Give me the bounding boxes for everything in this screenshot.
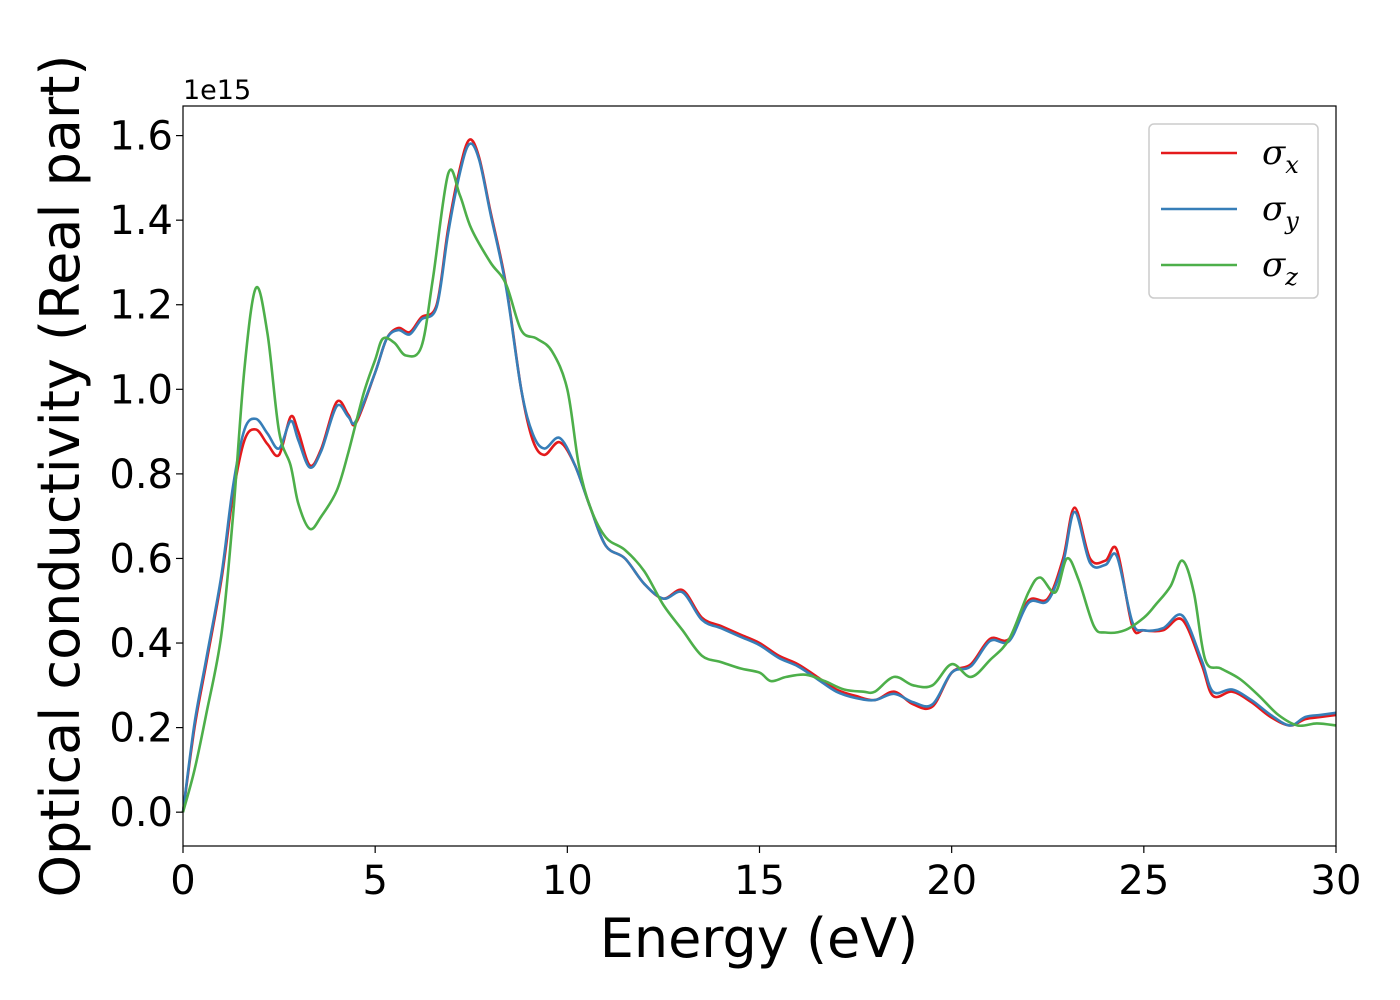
- legend-label-y: σy: [1262, 189, 1299, 235]
- legend-frame: [1148, 123, 1319, 299]
- x-tick-label: 20: [926, 858, 977, 904]
- y-tick-label: 1.2: [109, 283, 173, 329]
- y-tick-label: 0.0: [109, 790, 173, 836]
- y-tick-label: 0.2: [109, 706, 173, 752]
- legend: σx σy σz: [1148, 123, 1319, 299]
- y-tick-label: 0.4: [109, 621, 173, 667]
- x-axis: 0 5 10 15 20 25 30: [170, 846, 1361, 904]
- series-line-z: [181, 168, 1337, 813]
- x-tick-label: 5: [362, 858, 387, 904]
- x-tick-label: 0: [170, 858, 195, 904]
- y-tick-label: 1.4: [109, 198, 173, 244]
- y-axis-label: Optical conductivity (Real part): [29, 55, 92, 898]
- x-tick-label: 10: [542, 858, 593, 904]
- x-axis-label: Energy (eV): [600, 907, 919, 970]
- y-tick-label: 0.8: [109, 452, 173, 498]
- legend-label-x: σx: [1262, 133, 1299, 179]
- x-tick-label: 25: [1118, 858, 1169, 904]
- x-tick-label: 15: [734, 858, 785, 904]
- y-tick-label: 1.6: [109, 114, 173, 160]
- y-offset-label: 1e15: [183, 75, 251, 106]
- legend-label-z: σz: [1262, 245, 1298, 291]
- y-axis: 0.0 0.2 0.4 0.6 0.8 1.0 1.2 1.4 1.6: [109, 114, 183, 836]
- x-tick-label: 30: [1311, 858, 1362, 904]
- y-tick-label: 0.6: [109, 536, 173, 582]
- plot-background: [183, 106, 1336, 846]
- series-line-y: [181, 142, 1337, 813]
- y-tick-label: 1.0: [109, 367, 173, 413]
- series-layer: [181, 138, 1337, 813]
